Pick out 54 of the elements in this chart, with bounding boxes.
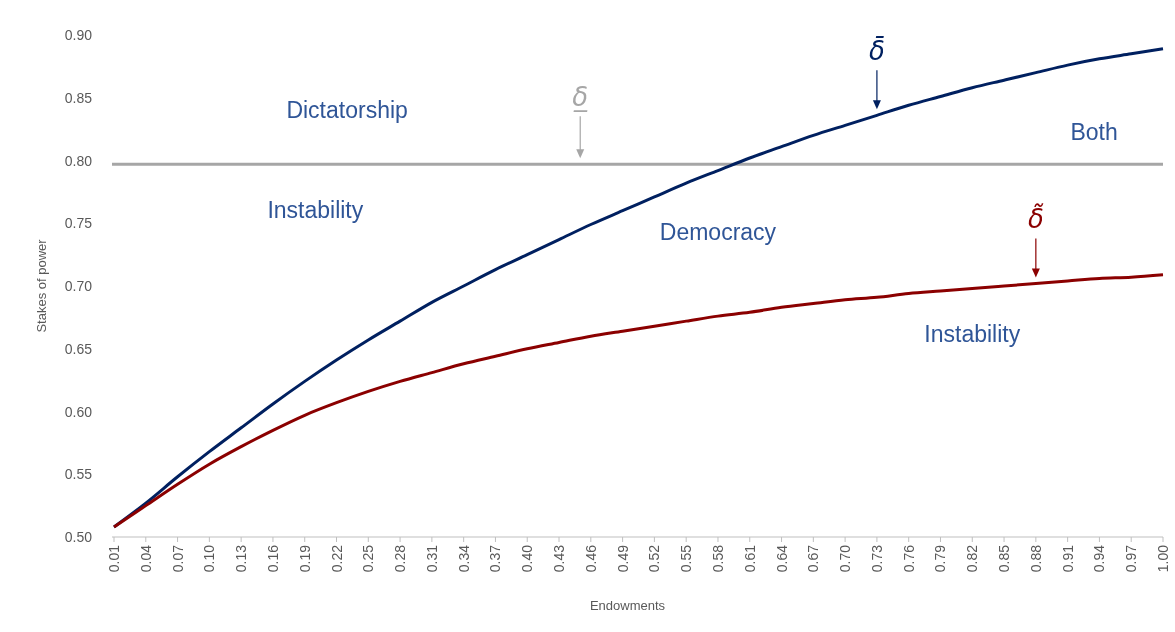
x-tick-label: 0.43: [551, 544, 568, 573]
y-tick-label: 0.80: [64, 152, 93, 169]
annotation: Both: [1070, 119, 1118, 146]
x-tick-label: 0.73: [868, 544, 885, 573]
annotation: Democracy: [659, 218, 777, 245]
y-tick-label: 0.60: [64, 403, 93, 420]
annotation: Instability: [924, 321, 1021, 348]
x-tick-label: 0.07: [169, 544, 186, 573]
y-tick-label: 0.55: [64, 466, 93, 483]
x-tick-label: 0.25: [360, 544, 377, 573]
y-tick-label: 0.85: [64, 89, 93, 106]
x-tick-label: 0.76: [900, 544, 917, 573]
x-tick-label: 0.52: [646, 544, 663, 573]
x-tick-label: 0.01: [106, 544, 122, 573]
x-tick-label: 0.04: [137, 544, 154, 573]
x-tick-label: 0.88: [1027, 544, 1044, 573]
y-tick-label: 0.70: [64, 278, 93, 294]
x-tick-label: 0.31: [423, 544, 440, 573]
x-tick-label: 0.49: [614, 544, 631, 573]
x-tick-label: 0.91: [1059, 544, 1076, 573]
x-tick-label: 1.00: [1155, 544, 1171, 573]
x-tick-label: 0.82: [964, 544, 981, 573]
x-tick-label: 0.10: [201, 544, 218, 573]
x-tick-label: 0.19: [296, 544, 313, 573]
x-tick-label: 0.22: [328, 544, 345, 573]
series-label: δ̄: [868, 35, 885, 67]
x-tick-label: 0.55: [678, 544, 695, 573]
y-tick-label: 0.50: [64, 529, 93, 545]
line-series: [112, 273, 1165, 529]
x-tick-label: 0.94: [1091, 544, 1108, 573]
x-tick-label: 0.85: [996, 544, 1013, 573]
x-tick-label: 0.70: [837, 544, 854, 573]
x-tick-label: 0.58: [709, 544, 726, 573]
x-tick-label: 0.13: [233, 544, 250, 573]
x-tick-label: 0.28: [392, 544, 409, 573]
x-tick-label: 0.40: [519, 544, 536, 573]
x-tick-label: 0.34: [455, 544, 472, 573]
x-tick-label: 0.64: [773, 544, 790, 573]
y-tick-label: 0.90: [64, 27, 93, 43]
x-tick-label: 0.97: [1123, 544, 1140, 573]
x-tick-label: 0.61: [741, 544, 758, 573]
x-tick-label: 0.37: [487, 544, 504, 573]
x-tick-label: 0.79: [932, 544, 949, 573]
y-tick-label: 0.75: [64, 215, 93, 232]
x-tick-label: 0.16: [264, 544, 281, 573]
annotation: Dictatorship: [286, 96, 408, 123]
y-tick-label: 0.65: [64, 340, 93, 357]
annotation: Instability: [267, 197, 364, 224]
series-label: δ̃: [1027, 202, 1044, 235]
y-axis-title: Stakes of power: [34, 238, 49, 333]
x-axis-title: Endowments: [589, 598, 666, 613]
ref-line-label: δ̲: [572, 82, 589, 113]
x-tick-label: 0.67: [805, 544, 822, 573]
x-tick-label: 0.46: [582, 544, 599, 573]
